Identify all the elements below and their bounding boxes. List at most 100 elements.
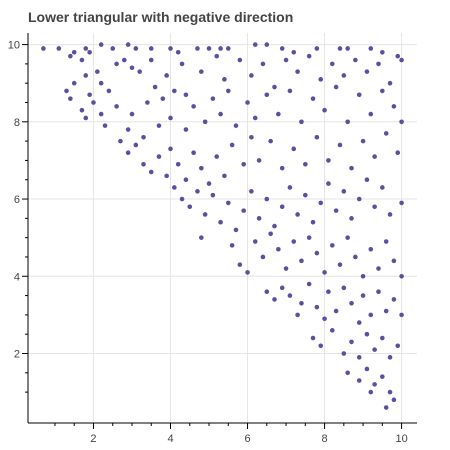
data-point bbox=[310, 219, 316, 225]
data-point bbox=[303, 192, 308, 198]
data-point bbox=[291, 239, 297, 244]
data-point bbox=[141, 134, 146, 140]
data-point bbox=[318, 77, 324, 82]
data-point bbox=[133, 142, 139, 148]
data-point bbox=[345, 235, 350, 240]
data-point bbox=[87, 92, 92, 98]
data-point bbox=[210, 96, 216, 101]
chart-title: Lower triangular with negative direction bbox=[28, 9, 294, 25]
data-point bbox=[125, 127, 131, 132]
data-point bbox=[380, 50, 385, 55]
data-point bbox=[179, 196, 185, 202]
data-point bbox=[391, 397, 397, 403]
data-point bbox=[276, 246, 281, 252]
data-point bbox=[306, 235, 312, 240]
data-point bbox=[356, 92, 362, 98]
data-point bbox=[83, 46, 89, 51]
data-point bbox=[137, 69, 142, 74]
data-point bbox=[98, 42, 104, 47]
data-point bbox=[326, 289, 331, 295]
data-point bbox=[148, 169, 154, 175]
data-point bbox=[387, 212, 393, 217]
data-point bbox=[156, 154, 162, 159]
data-point bbox=[210, 192, 216, 198]
data-point bbox=[318, 200, 324, 206]
data-point bbox=[368, 46, 374, 51]
data-point bbox=[326, 158, 331, 163]
data-point bbox=[233, 123, 239, 128]
data-point bbox=[233, 227, 239, 233]
data-point bbox=[110, 46, 116, 51]
data-point bbox=[79, 57, 85, 63]
data-point bbox=[222, 77, 227, 82]
data-point bbox=[399, 312, 404, 318]
x-axis: 2 4 6 8 10 bbox=[28, 422, 417, 445]
data-point bbox=[299, 300, 304, 306]
data-point bbox=[391, 258, 397, 264]
data-point bbox=[337, 46, 343, 51]
data-point bbox=[399, 119, 404, 125]
data-point bbox=[83, 115, 89, 121]
data-point bbox=[272, 84, 277, 90]
data-point bbox=[399, 57, 404, 63]
data-point bbox=[95, 69, 100, 74]
data-point bbox=[264, 196, 270, 202]
data-point bbox=[264, 42, 270, 47]
data-point bbox=[268, 231, 273, 237]
data-point bbox=[345, 46, 350, 51]
y-tick-label: 6 bbox=[14, 194, 20, 206]
data-point bbox=[156, 123, 162, 128]
data-point bbox=[368, 111, 374, 117]
data-point bbox=[395, 53, 401, 59]
data-point bbox=[349, 339, 354, 345]
data-point bbox=[376, 61, 381, 67]
data-point bbox=[322, 316, 327, 322]
data-point bbox=[372, 382, 377, 387]
data-point bbox=[341, 351, 347, 356]
x-tick-label: 2 bbox=[90, 433, 96, 445]
data-point bbox=[287, 88, 293, 94]
data-point bbox=[287, 185, 293, 190]
plot-area bbox=[28, 33, 417, 423]
data-point bbox=[314, 134, 320, 140]
data-point bbox=[252, 115, 258, 121]
data-point bbox=[391, 104, 397, 109]
data-point bbox=[364, 69, 370, 74]
data-point bbox=[399, 273, 404, 279]
data-point bbox=[337, 262, 343, 267]
grid-lines bbox=[28, 33, 417, 423]
data-point bbox=[295, 312, 300, 318]
data-point bbox=[260, 254, 266, 260]
data-point bbox=[83, 73, 89, 78]
data-point bbox=[364, 331, 370, 337]
data-point bbox=[79, 107, 85, 113]
y-tick-label: 2 bbox=[14, 348, 20, 360]
data-point bbox=[206, 181, 212, 186]
data-point bbox=[98, 111, 104, 117]
data-point bbox=[353, 254, 358, 260]
data-point bbox=[283, 57, 289, 63]
data-point bbox=[380, 335, 385, 341]
data-point bbox=[68, 96, 73, 101]
data-point bbox=[295, 212, 300, 217]
data-point bbox=[206, 46, 212, 51]
data-point bbox=[360, 138, 366, 144]
data-point bbox=[272, 297, 277, 302]
data-point bbox=[195, 189, 200, 194]
data-point bbox=[87, 50, 92, 55]
data-point bbox=[249, 134, 254, 140]
data-point bbox=[218, 219, 223, 225]
data-point bbox=[164, 73, 169, 78]
data-point bbox=[160, 96, 166, 101]
data-point bbox=[326, 181, 331, 186]
data-point bbox=[168, 115, 173, 121]
data-point bbox=[218, 111, 223, 117]
data-point bbox=[199, 235, 204, 240]
y-axis: 2 4 6 8 10 bbox=[8, 33, 29, 423]
data-point bbox=[329, 243, 335, 248]
data-point bbox=[148, 57, 154, 63]
data-point bbox=[229, 243, 235, 248]
data-point bbox=[148, 46, 154, 51]
data-point bbox=[299, 258, 304, 264]
data-point bbox=[364, 177, 370, 183]
